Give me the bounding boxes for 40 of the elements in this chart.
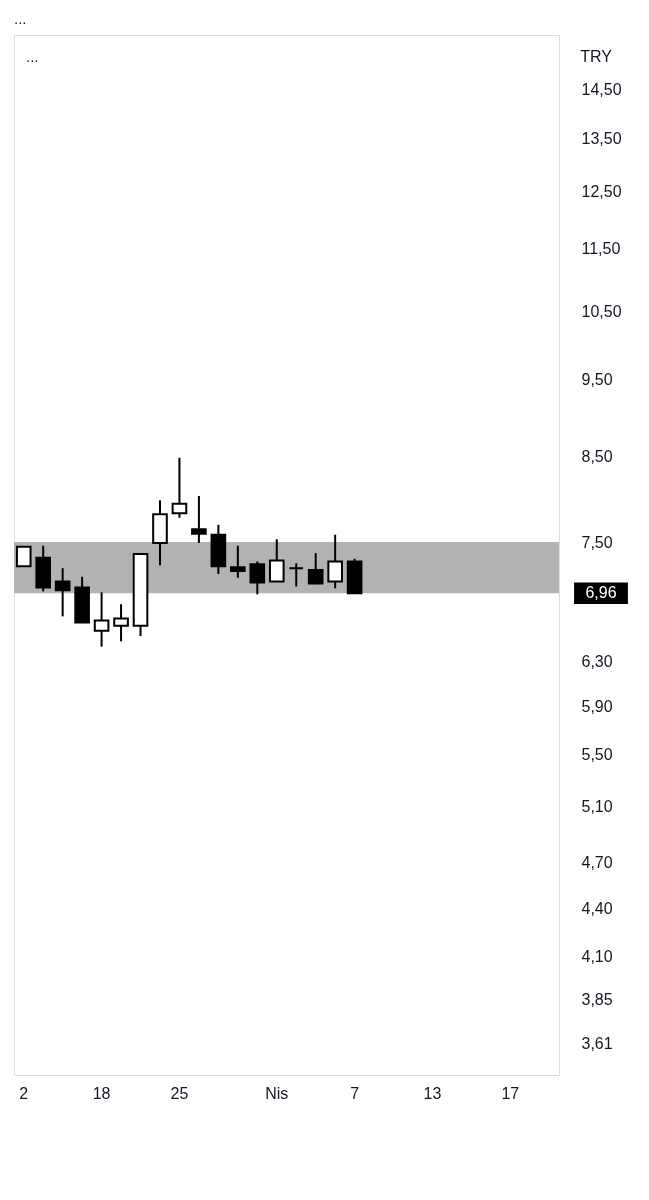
candlestick [230, 544, 246, 579]
y-tick-label: 10,50 [581, 302, 622, 320]
candlestick [327, 533, 343, 590]
candlestick [171, 456, 188, 519]
candlestick [249, 560, 266, 596]
candlestick [268, 538, 285, 583]
y-tick-label: 6,30 [581, 653, 613, 671]
candlestick [191, 495, 207, 544]
y-tick-label: 5,50 [581, 746, 613, 764]
candlestick [93, 591, 110, 648]
candlestick [288, 562, 305, 588]
y-tick-label: 9,50 [581, 371, 613, 389]
y-tick-label: 7,50 [581, 533, 613, 551]
text: ... [26, 48, 39, 65]
x-tick-label: 25 [170, 1084, 189, 1102]
x-tick-label: 17 [501, 1084, 520, 1102]
y-tick-label: 12,50 [581, 182, 622, 200]
y-tick-label: 5,90 [581, 698, 613, 716]
y-tick-label: 14,50 [581, 81, 622, 99]
x-tick-label: Nis [265, 1084, 289, 1102]
y-tick-label: 8,50 [581, 447, 613, 465]
text: 6,96 [585, 584, 617, 602]
y-tick-label: 3,85 [581, 991, 613, 1009]
x-tick-label: 7 [350, 1084, 360, 1102]
x-tick-label: 2 [19, 1084, 29, 1102]
y-tick-label: 13,50 [581, 130, 622, 148]
candlestick [307, 552, 324, 585]
text: ... [14, 10, 27, 27]
x-tick-label: 13 [423, 1084, 442, 1102]
y-tick-label: 5,10 [581, 798, 613, 816]
y-axis-title: TRY [580, 48, 613, 65]
y-tick-label: 11,50 [581, 240, 621, 258]
y-tick-label: 4,40 [581, 899, 613, 917]
candlestick [113, 603, 129, 643]
y-tick-label: 3,61 [581, 1035, 613, 1053]
y-tick-label: 4,10 [581, 948, 613, 966]
y-tick-label: 4,70 [581, 854, 613, 872]
candlestick [54, 567, 71, 618]
x-tick-label: 18 [92, 1084, 111, 1102]
candlestick [15, 545, 32, 568]
